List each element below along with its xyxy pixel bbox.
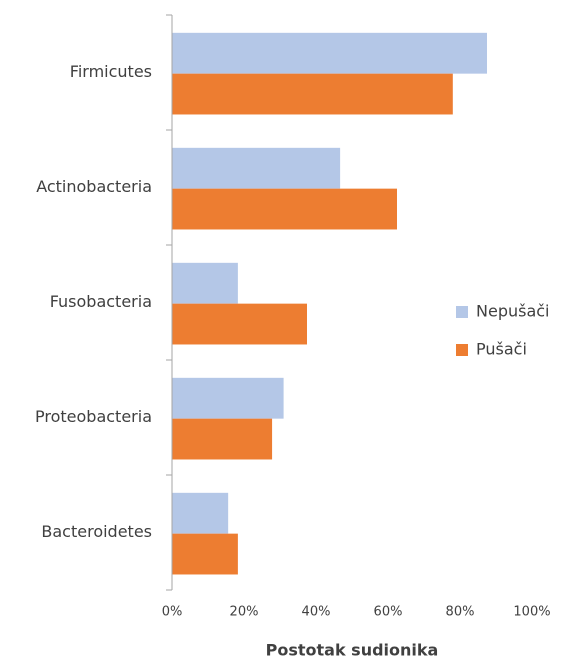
bar: [172, 492, 229, 534]
bar: [172, 32, 487, 74]
bar: [172, 188, 397, 230]
x-tick-label: 80%: [446, 605, 475, 620]
x-tick-label: 100%: [513, 605, 550, 620]
legend-label: Pušači: [476, 340, 527, 359]
y-tick-label: Bacteroidetes: [41, 522, 152, 541]
bar: [172, 377, 284, 419]
y-tick-label: Fusobacteria: [50, 292, 152, 311]
y-tick-label: Proteobacteria: [35, 407, 152, 426]
bar: [172, 73, 453, 115]
bar: [172, 303, 307, 345]
legend-swatch: [456, 306, 468, 318]
bar: [172, 418, 273, 460]
x-tick-label: 60%: [374, 605, 403, 620]
x-axis-title: Postotak sudionika: [266, 641, 439, 660]
bar: [172, 262, 238, 304]
x-tick-label: 0%: [162, 605, 183, 620]
x-tick-label: 40%: [302, 605, 331, 620]
bar: [172, 533, 238, 575]
x-tick-label: 20%: [230, 605, 259, 620]
y-tick-label: Actinobacteria: [36, 177, 152, 196]
bar: [172, 147, 341, 189]
y-tick-label: Firmicutes: [70, 62, 152, 81]
legend-label: Nepušači: [476, 302, 550, 321]
legend-swatch: [456, 344, 468, 356]
